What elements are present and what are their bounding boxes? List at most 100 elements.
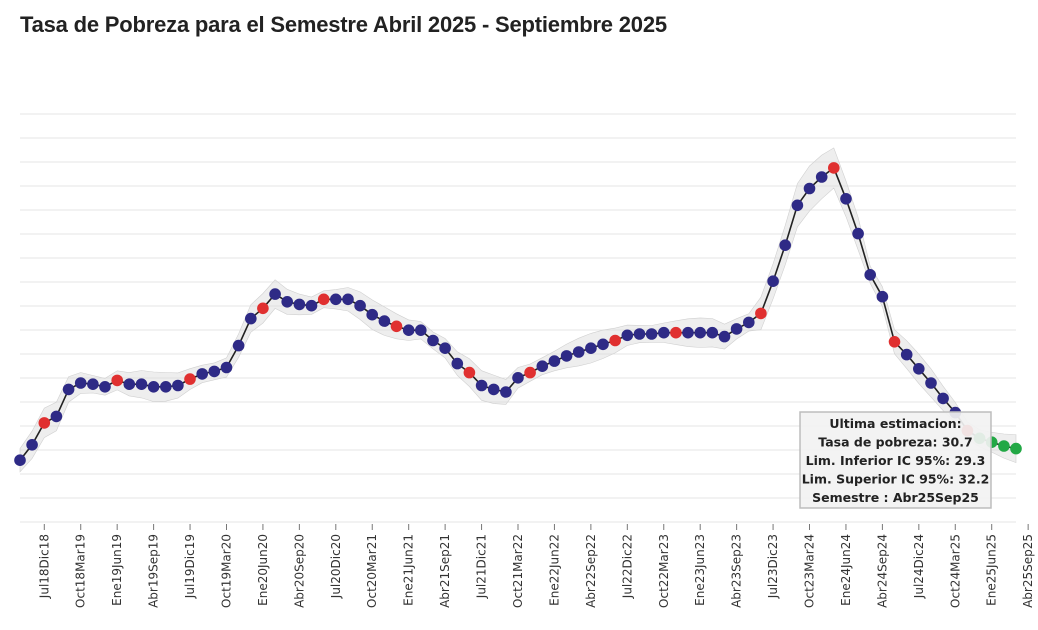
ci-band xyxy=(19,147,1017,473)
data-point-regular[interactable] xyxy=(293,298,306,311)
data-point-regular[interactable] xyxy=(415,324,427,337)
x-tick-label: Oct21Mar22 xyxy=(511,534,525,608)
data-point-regular[interactable] xyxy=(330,293,342,306)
data-point-regular[interactable] xyxy=(937,392,949,405)
data-point-regular[interactable] xyxy=(548,355,561,367)
x-tick-label: Jul22Dic22 xyxy=(620,534,634,599)
data-point-regular[interactable] xyxy=(26,439,38,451)
data-point-semester[interactable] xyxy=(670,326,682,339)
data-point-regular[interactable] xyxy=(876,290,889,303)
data-point-semester[interactable] xyxy=(111,374,123,387)
data-point-regular[interactable] xyxy=(913,363,925,375)
data-point-regular[interactable] xyxy=(475,379,488,392)
data-point-regular[interactable] xyxy=(803,182,816,195)
x-tick-label: Abr23Sep23 xyxy=(730,534,744,608)
data-points xyxy=(14,162,1022,467)
data-point-semester[interactable] xyxy=(828,162,840,174)
data-point-regular[interactable] xyxy=(402,324,415,337)
data-point-regular[interactable] xyxy=(536,360,549,373)
x-tick-label: Ene25Jun25 xyxy=(985,534,999,606)
data-point-regular[interactable] xyxy=(378,315,391,327)
x-tick-label: Abr24Sep24 xyxy=(875,534,889,608)
data-point-regular[interactable] xyxy=(621,329,634,342)
data-point-regular[interactable] xyxy=(694,326,706,339)
data-point-regular[interactable] xyxy=(487,383,500,396)
data-point-latest[interactable] xyxy=(998,440,1010,452)
data-point-regular[interactable] xyxy=(743,316,755,329)
data-point-regular[interactable] xyxy=(730,323,743,335)
data-point-regular[interactable] xyxy=(439,342,451,355)
data-point-regular[interactable] xyxy=(658,326,670,339)
data-point-regular[interactable] xyxy=(451,357,464,370)
data-point-regular[interactable] xyxy=(500,386,512,398)
data-point-regular[interactable] xyxy=(572,346,585,358)
data-point-semester[interactable] xyxy=(524,366,536,379)
data-point-semester[interactable] xyxy=(755,307,767,320)
data-point-semester[interactable] xyxy=(257,302,269,315)
data-point-regular[interactable] xyxy=(633,328,646,340)
data-point-regular[interactable] xyxy=(220,361,233,374)
data-point-regular[interactable] xyxy=(718,330,731,343)
data-point-latest[interactable] xyxy=(1010,442,1022,455)
data-point-regular[interactable] xyxy=(706,326,719,339)
data-point-regular[interactable] xyxy=(779,239,791,251)
x-tick-label: Oct23Mar24 xyxy=(803,534,817,608)
data-point-regular[interactable] xyxy=(74,377,87,389)
data-point-regular[interactable] xyxy=(208,365,221,378)
gridlines xyxy=(20,113,1016,523)
data-point-regular[interactable] xyxy=(135,378,148,391)
data-point-regular[interactable] xyxy=(50,410,63,423)
data-point-semester[interactable] xyxy=(888,336,901,348)
x-tick-label: Jul19Dic19 xyxy=(183,534,197,599)
x-tick-label: Abr19Sep19 xyxy=(147,534,161,608)
data-point-regular[interactable] xyxy=(864,269,876,281)
data-point-regular[interactable] xyxy=(585,342,597,355)
data-point-regular[interactable] xyxy=(147,381,160,393)
data-point-semester[interactable] xyxy=(184,373,196,385)
data-point-semester[interactable] xyxy=(390,320,403,333)
data-point-regular[interactable] xyxy=(925,377,937,389)
data-point-regular[interactable] xyxy=(560,350,573,362)
data-point-regular[interactable] xyxy=(14,454,26,467)
data-point-regular[interactable] xyxy=(232,339,245,352)
data-point-regular[interactable] xyxy=(645,328,658,340)
data-point-regular[interactable] xyxy=(354,299,366,312)
x-tick-label: Ene24Jun24 xyxy=(839,534,853,606)
data-point-regular[interactable] xyxy=(597,338,609,351)
data-point-regular[interactable] xyxy=(172,379,184,392)
data-point-regular[interactable] xyxy=(87,378,99,391)
x-tick-label: Jul20Dic20 xyxy=(329,534,343,599)
data-point-regular[interactable] xyxy=(342,293,354,306)
data-point-regular[interactable] xyxy=(281,296,294,308)
data-point-regular[interactable] xyxy=(123,378,136,391)
data-point-regular[interactable] xyxy=(427,334,439,347)
data-point-semester[interactable] xyxy=(609,334,621,347)
x-tick-label: Abr22Sep22 xyxy=(584,534,598,608)
chart-title: Tasa de Pobreza para el Semestre Abril 2… xyxy=(20,12,667,37)
data-point-regular[interactable] xyxy=(791,199,804,212)
data-point-regular[interactable] xyxy=(840,193,852,205)
x-tick-label: Abr20Sep20 xyxy=(292,534,306,608)
data-point-regular[interactable] xyxy=(269,288,281,300)
data-point-regular[interactable] xyxy=(62,383,75,396)
data-point-regular[interactable] xyxy=(160,381,172,393)
x-tick-label: Jul18Dic18 xyxy=(37,534,51,599)
data-point-regular[interactable] xyxy=(512,372,524,384)
data-point-regular[interactable] xyxy=(682,326,694,339)
x-tick-label: Abr21Sep21 xyxy=(438,534,452,608)
data-point-regular[interactable] xyxy=(767,275,779,288)
x-tick-label: Ene19Jun19 xyxy=(110,534,124,606)
tooltip-box xyxy=(799,411,992,509)
data-point-semester[interactable] xyxy=(463,366,476,379)
data-point-regular[interactable] xyxy=(305,299,318,312)
data-point-semester[interactable] xyxy=(317,293,330,306)
data-point-semester[interactable] xyxy=(38,417,51,429)
data-point-regular[interactable] xyxy=(196,368,208,380)
data-point-regular[interactable] xyxy=(366,308,379,321)
data-point-regular[interactable] xyxy=(815,171,828,183)
data-point-regular[interactable] xyxy=(852,227,864,240)
data-point-regular[interactable] xyxy=(99,381,111,393)
data-point-regular[interactable] xyxy=(900,348,913,361)
data-point-regular[interactable] xyxy=(245,312,257,325)
x-tick-label: Oct20Mar21 xyxy=(365,534,379,608)
